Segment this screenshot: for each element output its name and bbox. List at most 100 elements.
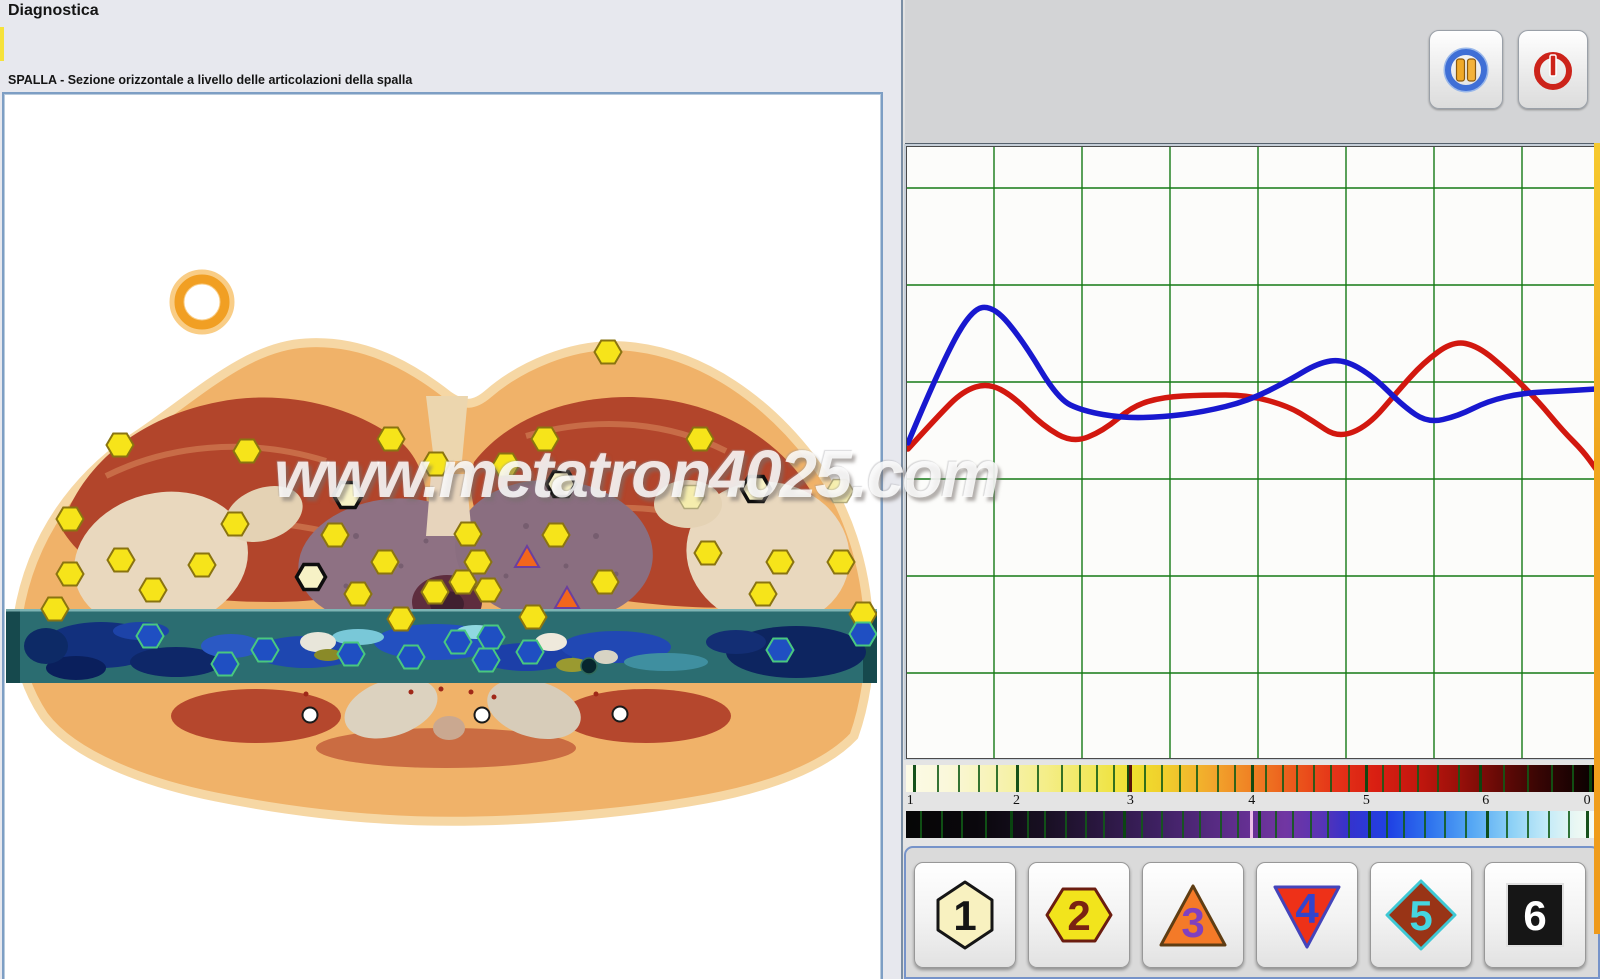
yellow-hexagon-marker[interactable] [518,604,548,630]
yellow-hexagon-marker[interactable] [55,506,85,532]
yellow-hexagon-marker[interactable] [593,339,623,365]
yellow-hexagon-marker[interactable] [376,426,406,452]
scale-tick [1078,765,1081,792]
yellow-hexagon-marker[interactable] [343,581,373,607]
hexagon-v-icon: 1 [936,880,994,950]
scale-tick [1571,765,1574,792]
scale-tick [961,811,964,838]
scale-number: 0 [1583,793,1591,808]
marker-type-button-1[interactable]: 1 [914,862,1016,968]
scale-tick [1233,765,1236,792]
scale-number: 2 [1013,793,1021,808]
outlined-hexagon-marker[interactable] [294,562,328,592]
svg-text:3: 3 [1181,899,1204,946]
pale-hexagon-marker[interactable] [825,478,855,504]
outlined-hexagon-marker[interactable] [739,474,773,504]
marker-type-button-2[interactable]: 2 [1028,862,1130,968]
marker-type-button-3[interactable]: 3 [1142,862,1244,968]
scale-tick [1347,765,1350,792]
scale-tick [1458,765,1460,792]
dark-dot-marker[interactable] [580,657,598,675]
blue-hexagon-marker[interactable] [250,637,280,663]
marker-type-button-4[interactable]: 4 [1256,862,1358,968]
scale-tick [1161,765,1164,792]
yellow-hexagon-marker[interactable] [320,522,350,548]
scale-tick [1275,811,1278,838]
anatomy-image[interactable] [6,96,877,977]
scale-tick [1485,811,1489,838]
yellow-hexagon-marker[interactable] [40,596,70,622]
orange-triangle-marker[interactable] [553,584,581,609]
yellow-hexagon-marker[interactable] [386,606,416,632]
outlined-hexagon-marker[interactable] [544,469,578,499]
yellow-hexagon-marker[interactable] [685,426,715,452]
orange-triangle-marker[interactable] [513,543,541,568]
yellow-hexagon-marker[interactable] [138,577,168,603]
blue-hexagon-marker[interactable] [476,624,506,650]
blue-hexagon-marker[interactable] [848,621,877,647]
svg-text:5: 5 [1409,892,1432,939]
white-dot-marker[interactable] [611,705,629,723]
scale-tick [937,765,940,792]
hexagon-h-icon: 2 [1045,887,1113,943]
yellow-hexagon-marker[interactable] [765,549,795,575]
yellow-hexagon-marker[interactable] [693,540,723,566]
yellow-hexagon-marker[interactable] [187,552,217,578]
svg-text:1: 1 [953,892,976,939]
yellow-hexagon-marker[interactable] [420,579,450,605]
pause-button[interactable] [1429,30,1503,109]
yellow-hexagon-marker[interactable] [748,581,778,607]
yellow-hexagon-marker[interactable] [590,569,620,595]
yellow-hexagon-marker[interactable] [232,438,262,464]
white-dot-marker[interactable] [301,706,319,724]
yellow-hexagon-marker[interactable] [105,432,135,458]
yellow-hexagon-marker[interactable] [473,577,503,603]
outlined-hexagon-marker[interactable] [331,480,365,510]
svg-text:2: 2 [1067,892,1090,939]
marker-type-button-6[interactable]: 6 [1484,862,1586,968]
yellow-hexagon-marker[interactable] [448,569,478,595]
page-title: Diagnostica [8,2,99,19]
scale-number: 3 [1126,793,1134,808]
marker-type-panel: 1 2 3 4 5 6 [904,846,1600,979]
yellow-hexagon-marker[interactable] [541,522,571,548]
scale-number: 5 [1362,793,1370,808]
scale-tick [1251,765,1254,792]
svg-text:6: 6 [1523,892,1546,939]
yellow-hexagon-marker[interactable] [220,511,250,537]
yellow-hexagon-marker[interactable] [106,547,136,573]
blue-hexagon-marker[interactable] [135,623,165,649]
scale-tick [1309,811,1312,838]
scale-tick [1064,811,1067,838]
marker-type-button-5[interactable]: 5 [1370,862,1472,968]
window-edge-strip [1594,143,1600,934]
scale-tick [957,765,960,792]
blue-hexagon-marker[interactable] [765,637,795,663]
scale-tick [1140,811,1143,838]
white-dot-marker[interactable] [473,706,491,724]
scale-tick [1585,811,1589,838]
blue-hexagon-marker[interactable] [443,629,473,655]
blue-hexagon-marker[interactable] [515,639,545,665]
blue-hexagon-marker[interactable] [210,651,240,677]
diamond-icon: 5 [1385,879,1457,951]
scale-tick [1026,811,1029,838]
blue-hexagon-marker[interactable] [396,644,426,670]
scale-tick [1416,765,1419,792]
yellow-hexagon-marker[interactable] [826,549,856,575]
power-button[interactable] [1518,30,1588,109]
triangle-up-icon: 3 [1159,884,1227,947]
scale-tick [1568,811,1571,838]
svg-text:4: 4 [1295,885,1319,932]
blue-hexagon-marker[interactable] [471,647,501,673]
yellow-hexagon-marker[interactable] [530,426,560,452]
yellow-hexagon-marker[interactable] [55,561,85,587]
yellow-hexagon-marker[interactable] [491,452,521,478]
yellow-hexagon-marker[interactable] [370,549,400,575]
yellow-hexagon-marker[interactable] [421,451,451,477]
blue-hexagon-marker[interactable] [336,641,366,667]
pale-hexagon-marker[interactable] [676,484,706,510]
scale-tick [1364,765,1368,792]
yellow-hexagon-marker[interactable] [453,521,483,547]
left-edge-accent [0,27,4,61]
